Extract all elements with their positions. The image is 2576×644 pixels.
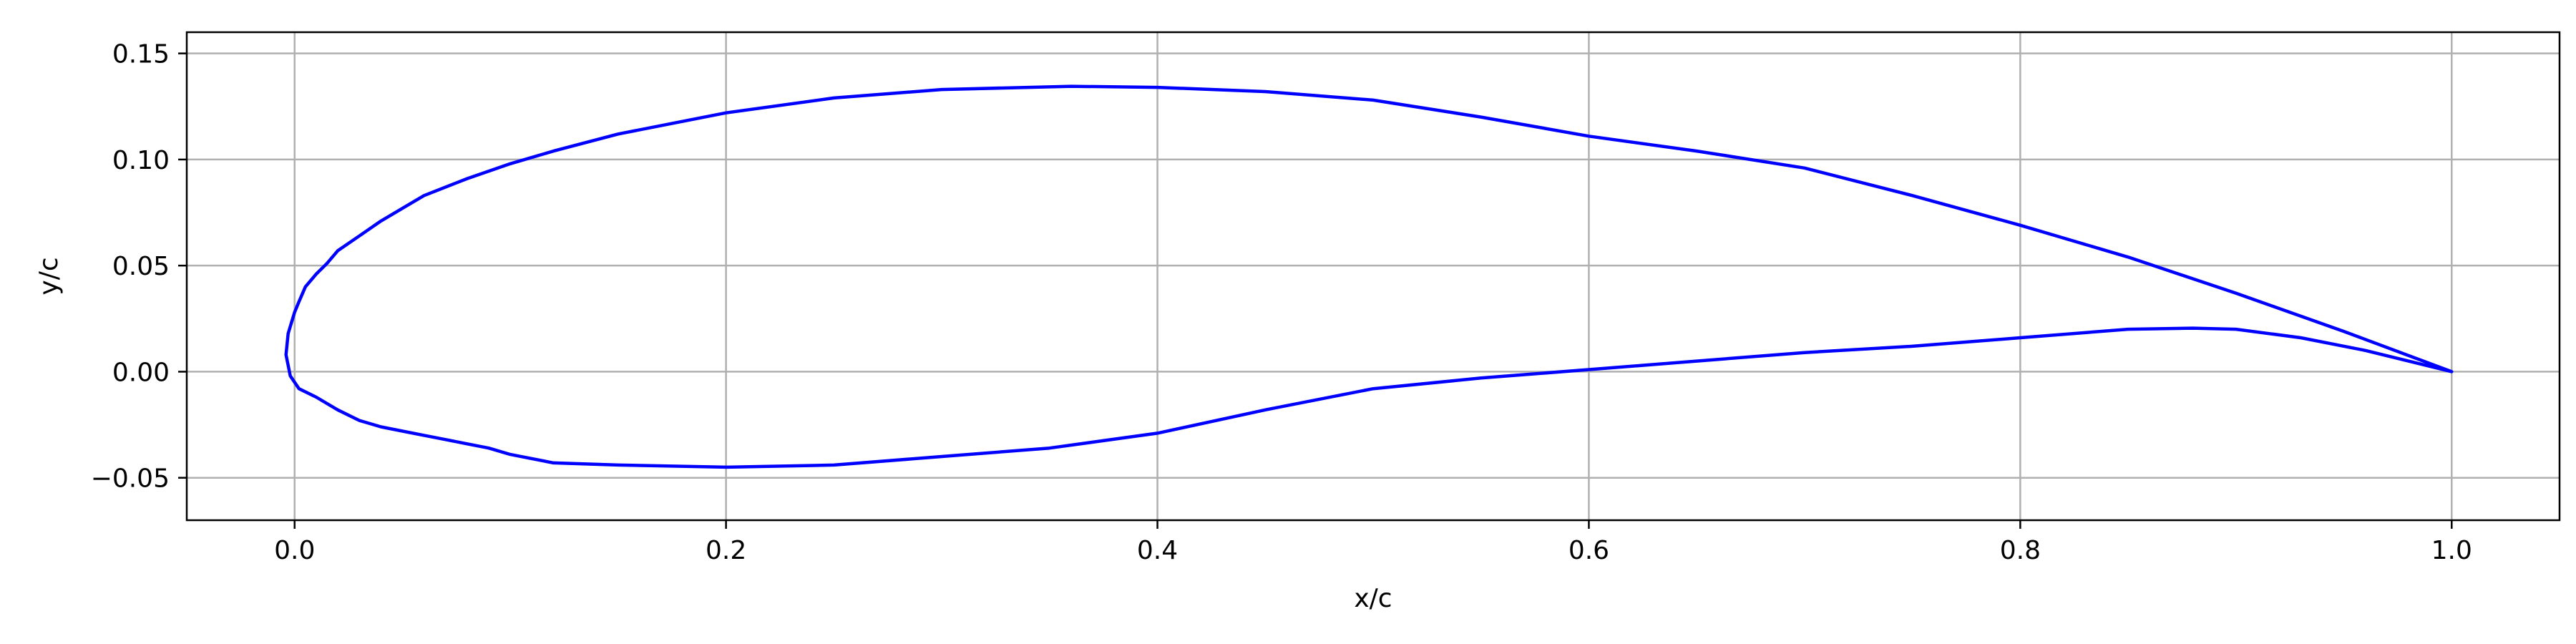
airfoil-series-line xyxy=(284,84,2454,469)
series-layer xyxy=(284,84,2454,469)
x-tick-label: 0.0 xyxy=(274,536,315,565)
x-tick-label: 1.0 xyxy=(2431,536,2472,565)
x-tick-label: 0.2 xyxy=(706,536,746,565)
x-tick-label: 0.6 xyxy=(1568,536,1609,565)
y-tick-label: 0.10 xyxy=(112,146,170,175)
y-tick-label: 0.00 xyxy=(112,358,170,387)
x-axis-label: x/c xyxy=(1354,584,1392,613)
ticks-layer: 0.0 0.2 0.4 0.6 0.8 1.0 −0.05 0.00 0.05 0.10 0.15 xyxy=(91,40,2472,565)
x-tick-label: 0.4 xyxy=(1137,536,1178,565)
y-tick-label: 0.05 xyxy=(112,252,170,281)
x-tick-label: 0.8 xyxy=(2000,536,2041,565)
grid-layer xyxy=(187,32,2560,520)
plot-frame xyxy=(185,31,2561,522)
y-tick-label: 0.15 xyxy=(112,40,170,69)
y-tick-label: −0.05 xyxy=(91,464,170,494)
y-axis-label: y/c xyxy=(34,257,64,295)
